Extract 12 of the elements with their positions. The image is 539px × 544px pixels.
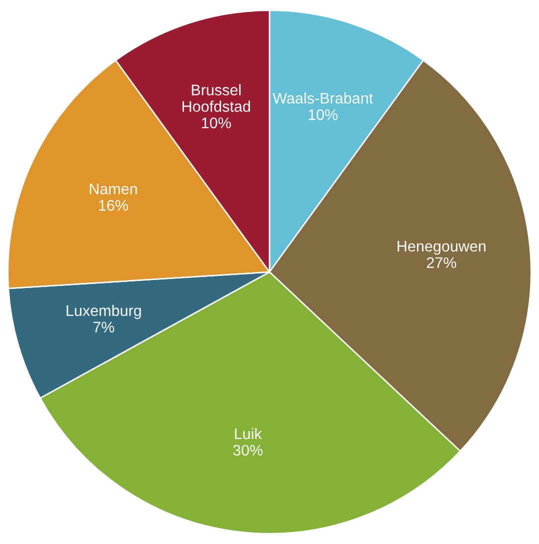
slice-label: Henegouwen [398, 240, 486, 255]
data-label: 16% [99, 200, 128, 211]
data-label: 10% [202, 118, 231, 128]
slice-label: Waals-Brabant [272, 92, 373, 104]
slice-label: Luxemburg [66, 304, 141, 320]
slice-label: Brussel Hoofdstad [182, 84, 250, 112]
data-label: 7% [93, 322, 114, 332]
slice-label: Luik [235, 428, 262, 440]
data-label: 30% [233, 444, 263, 456]
data-label: 27% [426, 257, 456, 268]
data-label: 10% [308, 109, 338, 120]
slice-label: Namen [90, 184, 137, 194]
